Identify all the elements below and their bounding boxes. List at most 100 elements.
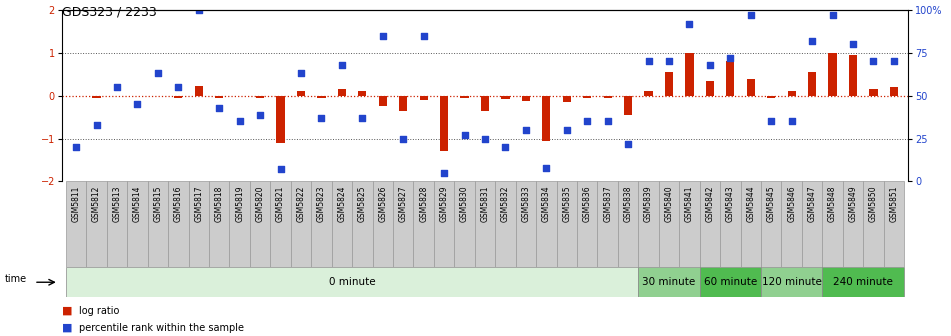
Bar	[624, 96, 632, 115]
Bar	[823, 267, 904, 297]
Bar	[787, 91, 796, 96]
Point	[784, 119, 799, 124]
Bar	[127, 181, 147, 267]
Text: GSM5836: GSM5836	[583, 186, 592, 222]
Point	[825, 12, 840, 18]
Bar	[700, 181, 720, 267]
Bar	[890, 87, 898, 96]
Text: GSM5838: GSM5838	[624, 186, 632, 222]
Bar	[583, 96, 592, 98]
Point	[253, 112, 268, 117]
Bar	[393, 181, 414, 267]
Text: GSM5816: GSM5816	[174, 186, 183, 222]
Bar	[864, 181, 883, 267]
Text: GSM5827: GSM5827	[398, 186, 408, 222]
Bar	[727, 61, 734, 96]
Point	[68, 144, 84, 150]
Bar	[359, 91, 366, 96]
Point	[764, 119, 779, 124]
Point	[294, 71, 309, 76]
Text: GSM5839: GSM5839	[644, 186, 653, 222]
Text: GSM5830: GSM5830	[460, 186, 469, 222]
Bar	[802, 181, 823, 267]
Bar	[782, 181, 802, 267]
Bar	[291, 181, 311, 267]
Text: 30 minute: 30 minute	[642, 277, 695, 287]
Text: GSM5851: GSM5851	[889, 186, 899, 222]
Text: GSM5841: GSM5841	[685, 186, 694, 222]
Text: GSM5844: GSM5844	[747, 186, 755, 222]
Point	[376, 33, 391, 39]
Bar	[761, 267, 823, 297]
Bar	[869, 89, 878, 96]
Point	[559, 127, 574, 133]
Bar	[659, 181, 679, 267]
Text: GSM5834: GSM5834	[542, 186, 551, 222]
Text: GSM5811: GSM5811	[71, 186, 81, 222]
Bar	[843, 181, 864, 267]
Bar	[481, 96, 489, 111]
Text: time: time	[5, 274, 27, 284]
Text: GSM5837: GSM5837	[603, 186, 612, 222]
Bar	[686, 53, 693, 96]
Point	[212, 105, 227, 111]
Text: GSM5822: GSM5822	[297, 186, 305, 222]
Point	[314, 115, 329, 121]
Bar	[455, 181, 475, 267]
Bar	[311, 181, 332, 267]
Bar	[318, 96, 325, 98]
Bar	[440, 96, 448, 152]
Point	[661, 59, 676, 64]
Bar	[195, 86, 203, 96]
Point	[641, 59, 656, 64]
Bar	[229, 181, 250, 267]
Bar	[277, 96, 284, 143]
Bar	[147, 181, 168, 267]
Text: GSM5812: GSM5812	[92, 186, 101, 222]
Point	[538, 165, 553, 170]
Bar	[515, 181, 536, 267]
Text: GSM5843: GSM5843	[726, 186, 735, 222]
Bar	[706, 81, 714, 96]
Bar	[542, 96, 551, 141]
Bar	[215, 96, 223, 98]
Bar	[849, 55, 857, 96]
Point	[886, 59, 902, 64]
Text: GSM5813: GSM5813	[112, 186, 122, 222]
Bar	[92, 96, 101, 98]
Text: GSM5814: GSM5814	[133, 186, 142, 222]
Bar	[419, 96, 428, 100]
Point	[335, 62, 350, 68]
Point	[171, 84, 186, 90]
Bar	[536, 181, 556, 267]
Point	[437, 170, 452, 176]
Bar	[338, 89, 346, 96]
Text: GSM5829: GSM5829	[439, 186, 449, 222]
Point	[417, 33, 432, 39]
Bar	[373, 181, 393, 267]
Text: GSM5835: GSM5835	[562, 186, 572, 222]
Text: 0 minute: 0 minute	[329, 277, 376, 287]
Bar	[563, 96, 571, 102]
Bar	[645, 91, 652, 96]
Bar	[767, 96, 775, 98]
Bar	[761, 181, 782, 267]
Bar	[522, 96, 530, 101]
Bar	[352, 181, 373, 267]
Bar	[495, 181, 515, 267]
Bar	[168, 181, 188, 267]
Text: GSM5846: GSM5846	[787, 186, 796, 222]
Point	[845, 42, 861, 47]
Point	[600, 119, 615, 124]
Text: GSM5821: GSM5821	[276, 186, 285, 222]
Point	[497, 144, 513, 150]
Text: GSM5847: GSM5847	[807, 186, 817, 222]
Point	[723, 55, 738, 61]
Text: GSM5818: GSM5818	[215, 186, 223, 222]
Bar	[174, 96, 183, 98]
Point	[743, 12, 758, 18]
Text: GSM5849: GSM5849	[848, 186, 858, 222]
Bar	[577, 181, 597, 267]
Text: GSM5815: GSM5815	[153, 186, 163, 222]
Bar	[414, 181, 434, 267]
